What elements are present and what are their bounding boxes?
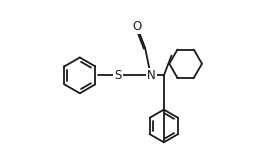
Text: O: O — [133, 20, 142, 33]
Text: S: S — [114, 69, 122, 82]
Text: N: N — [147, 69, 156, 82]
